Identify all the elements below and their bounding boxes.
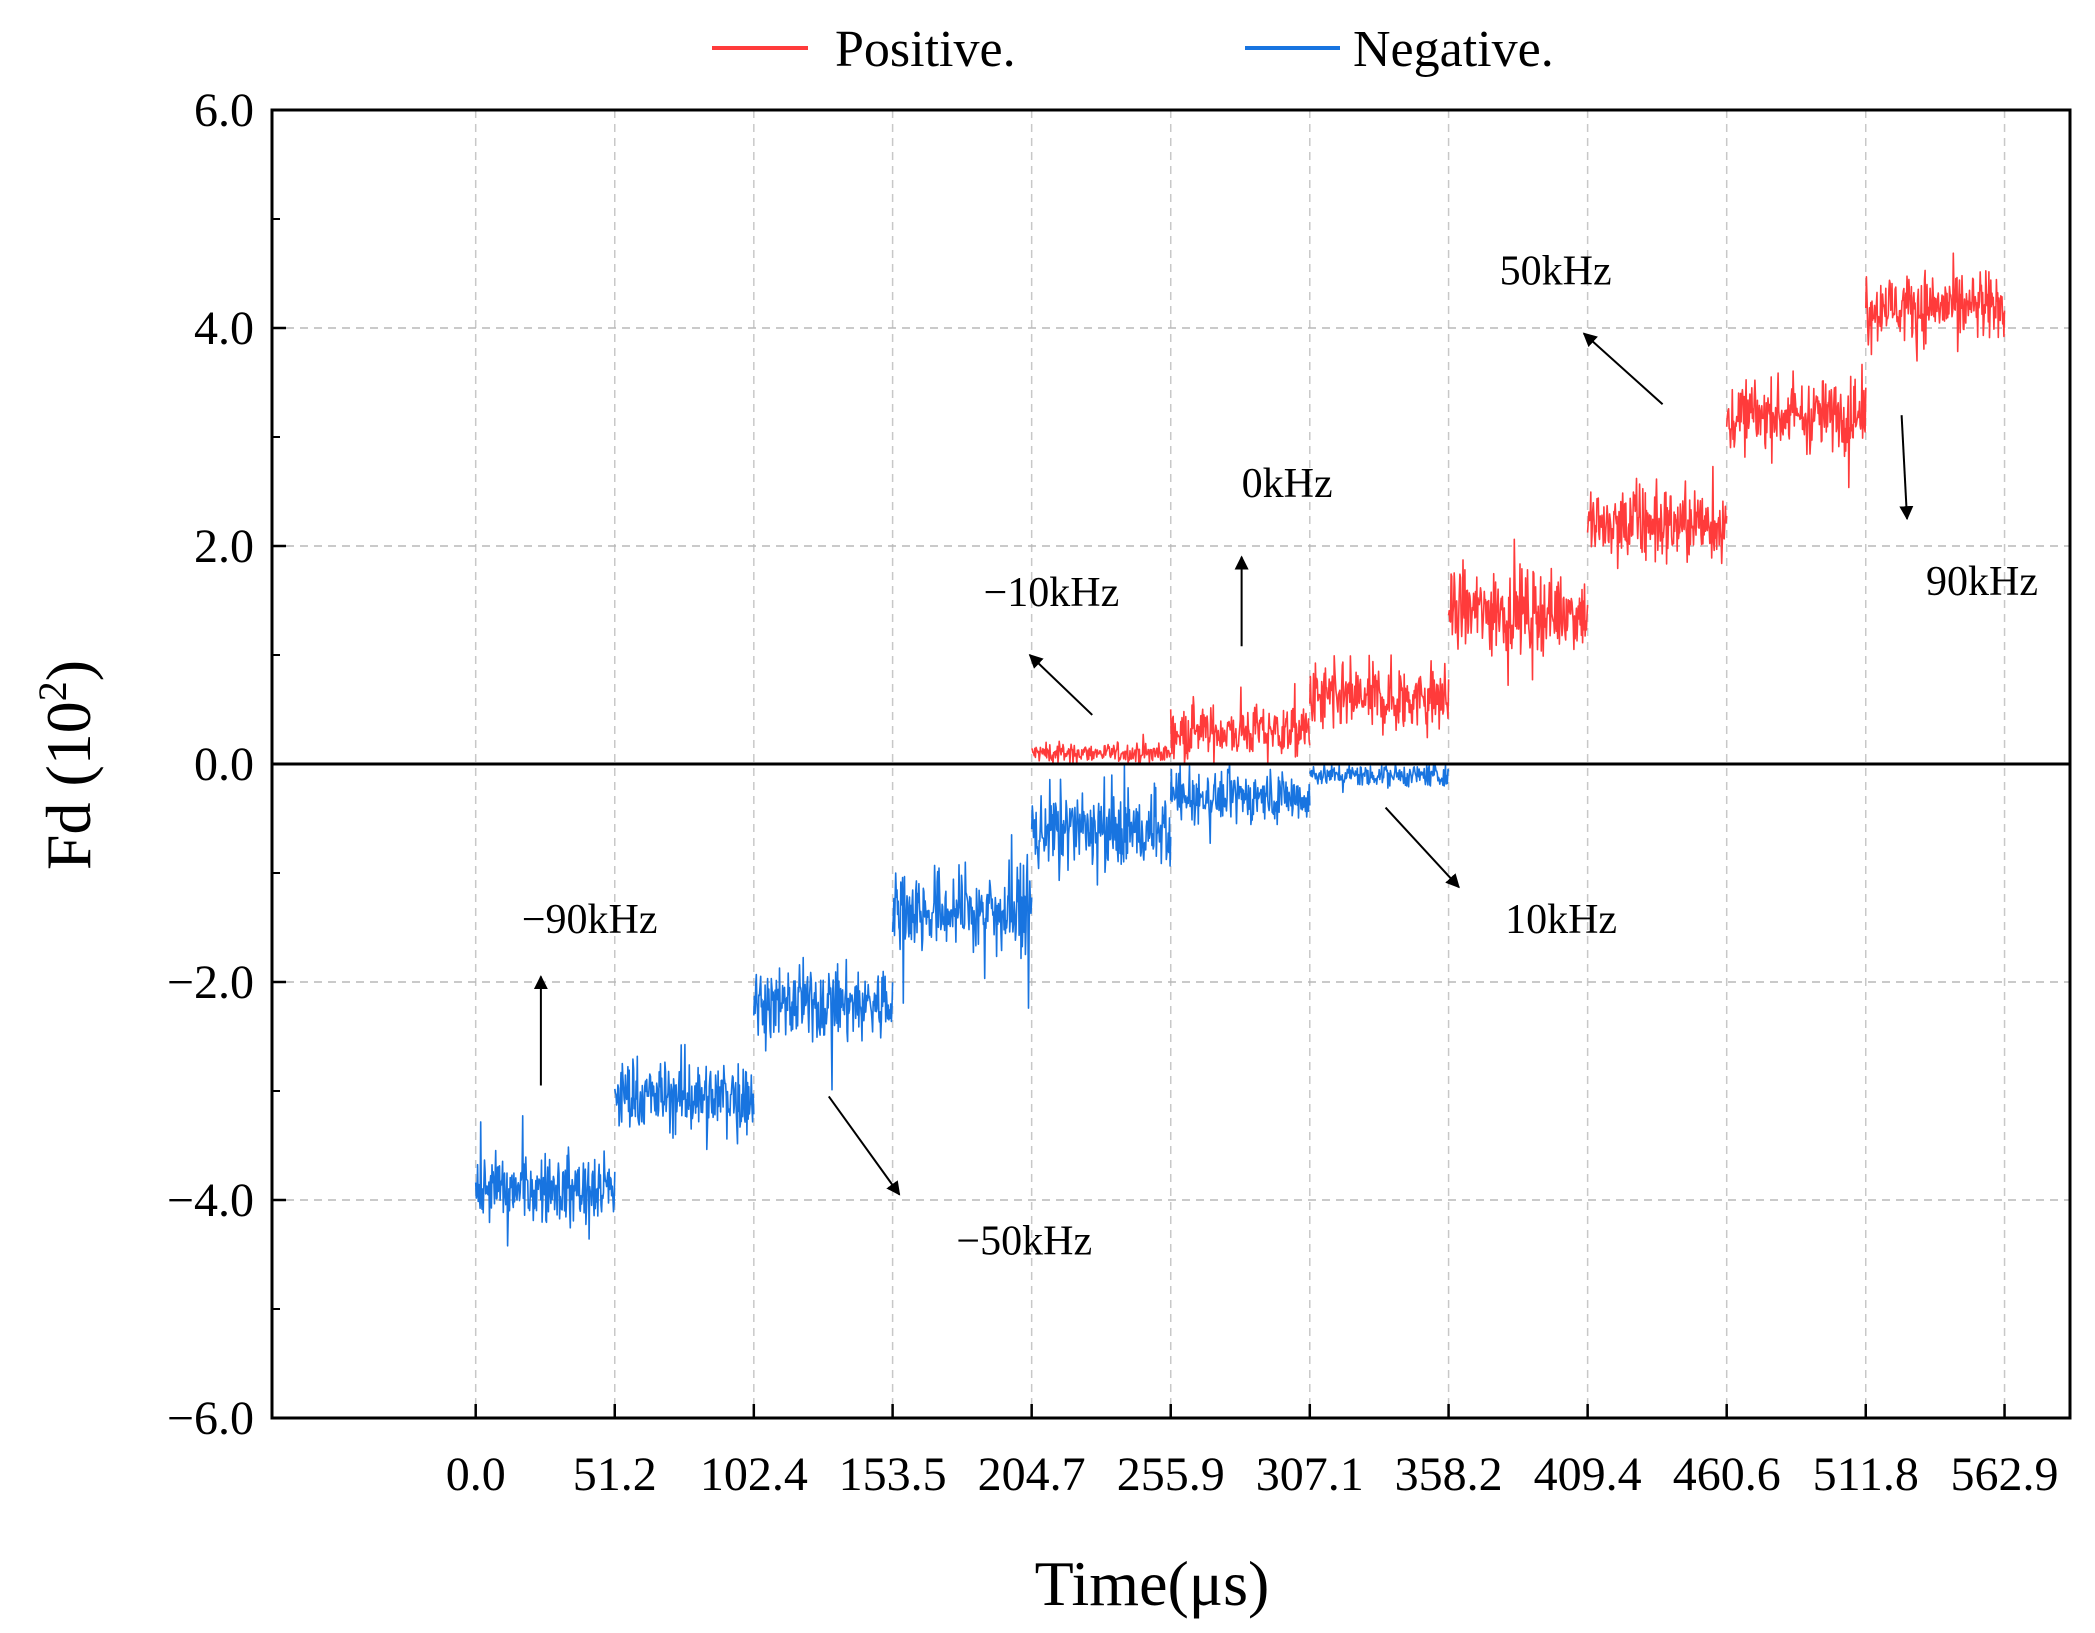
y-tick-label: −4.0 (167, 1174, 254, 1227)
series-segment (1865, 252, 2006, 362)
x-tick-label: 358.2 (1395, 1448, 1503, 1501)
series-segment (614, 1043, 755, 1151)
series-segment (1169, 682, 1311, 765)
x-tick-label: 102.4 (700, 1448, 808, 1501)
y-axis-title: Fd (102) (30, 660, 104, 870)
series-segment (1586, 465, 1728, 570)
series-segment (753, 956, 894, 1091)
annotation-label: 10kHz (1505, 897, 1617, 943)
y-tick-label: 4.0 (194, 302, 254, 355)
annotation-arrow (1028, 654, 1093, 716)
y-tick-label: −6.0 (167, 1392, 254, 1445)
y-tick-label: 6.0 (194, 84, 254, 137)
annotation-label: 50kHz (1500, 248, 1612, 294)
annotation-label: −10kHz (984, 570, 1120, 616)
series-segment (1725, 363, 1867, 489)
x-tick-label: 255.9 (1117, 1448, 1225, 1501)
series-segment (1309, 763, 1450, 794)
x-tick-label: 562.9 (1951, 1448, 2059, 1501)
series-segment (474, 1115, 616, 1247)
x-tick-label: 204.7 (978, 1448, 1086, 1501)
data-series (474, 252, 2006, 1247)
y-axis-title-main: Fd (10 (33, 701, 104, 870)
x-tick-label: 307.1 (1256, 1448, 1364, 1501)
x-tick-label: 153.5 (839, 1448, 947, 1501)
series-positive (1030, 252, 2006, 765)
y-axis-title-superscript: 2 (30, 681, 75, 701)
x-tick-label: 460.6 (1673, 1448, 1781, 1501)
annotation-label: −50kHz (956, 1219, 1092, 1265)
x-tick-label: 511.8 (1813, 1448, 1919, 1501)
x-tick-label: 0.0 (446, 1448, 506, 1501)
annotation-arrow (1582, 332, 1664, 406)
annotation-label: −90kHz (522, 897, 658, 943)
annotation-arrow (1384, 806, 1460, 889)
series-segment (891, 834, 1033, 1009)
legend-negative-label: Negative. (1353, 21, 1554, 78)
legend-positive-label: Positive. (835, 21, 1016, 78)
series-negative (474, 763, 1450, 1247)
annotation-label: 90kHz (1926, 559, 2038, 605)
annotation-label: 0kHz (1242, 461, 1333, 507)
grid-lines (272, 110, 2070, 1418)
series-segment (1030, 765, 1172, 886)
y-axis-title-close: ) (33, 660, 104, 681)
series-segment (1169, 763, 1311, 844)
x-axis-title: Time(μs) (1035, 1548, 1270, 1619)
series-segment (1447, 538, 1589, 686)
axis-ticks: 0.0 51.2 102.4 153.5 204.7 255.9 307.1 358.2 409… (167, 84, 2059, 1501)
y-tick-label: 2.0 (194, 520, 254, 573)
series-segment (1309, 654, 1450, 739)
y-tick-label: −2.0 (167, 956, 254, 1009)
x-tick-label: 51.2 (573, 1448, 657, 1501)
series-segment (1030, 733, 1172, 765)
annotation-arrow (1899, 415, 1914, 521)
annotations: −90kHz −50kHz −10kHz 0kHz 10kHz 50kHz 90kHz (522, 248, 2038, 1264)
annotation-arrow (827, 1095, 901, 1196)
x-tick-label: 409.4 (1534, 1448, 1642, 1501)
y-tick-label: 0.0 (194, 738, 254, 791)
legend: Positive. Negative. (712, 21, 1554, 78)
